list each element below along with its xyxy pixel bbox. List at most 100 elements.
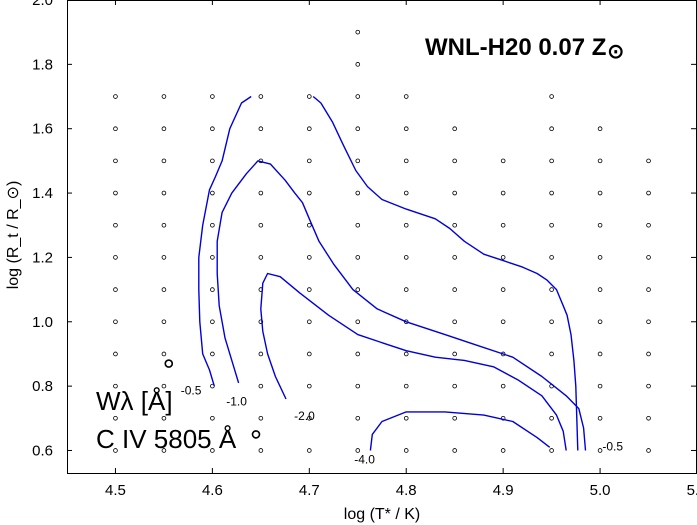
model-grid-point xyxy=(210,94,215,99)
marker-point xyxy=(251,430,261,439)
x-tick-label: 4.8 xyxy=(396,482,417,499)
contour-label: -0.5 xyxy=(602,440,623,454)
model-grid-point xyxy=(258,126,264,132)
model-grid-point xyxy=(355,255,361,260)
contour-line xyxy=(369,411,551,451)
contour-label: -4.0 xyxy=(354,453,375,467)
annotation-line-1: Wλ [Å] xyxy=(96,386,173,416)
model-grid-point xyxy=(113,94,118,99)
model-grid-point xyxy=(355,126,361,132)
model-grid-point xyxy=(355,319,361,325)
model-grid-point xyxy=(307,126,312,132)
model-grid-point xyxy=(355,383,361,389)
model-grid-point xyxy=(355,287,361,292)
contour-line xyxy=(260,272,567,451)
y-tick-label: 2.0 xyxy=(32,0,53,9)
model-grid-points xyxy=(113,29,651,453)
annotation-line-2: C IV 5805 Å xyxy=(96,424,237,454)
model-grid-point xyxy=(258,190,264,196)
model-grid-point xyxy=(452,222,457,228)
model-grid-point xyxy=(210,383,215,389)
model-grid-point xyxy=(549,126,554,132)
model-grid-point xyxy=(210,287,215,292)
contour-label: -2.0 xyxy=(294,409,315,423)
model-grid-point xyxy=(210,222,215,228)
x-axis-label: log (T* / K) xyxy=(344,506,420,523)
contour-line xyxy=(216,160,587,451)
model-grid-point xyxy=(549,415,554,421)
model-grid-point xyxy=(307,255,312,260)
contour-labels: -0.5 -1.0 -0.5 -2.0 -4.0 xyxy=(181,383,624,466)
model-grid-point xyxy=(403,94,409,99)
model-grid-point xyxy=(452,351,457,357)
y-tick-label: 1.2 xyxy=(32,249,53,266)
model-grid-point xyxy=(161,319,167,325)
model-grid-point xyxy=(452,415,457,421)
chart-title: WNL-H20 0.07 Z⊙ xyxy=(425,34,624,63)
model-grid-point xyxy=(597,351,603,357)
model-grid-point xyxy=(113,158,118,164)
model-grid-point xyxy=(161,190,167,196)
model-grid-point xyxy=(210,190,215,196)
model-grid-point xyxy=(452,448,457,453)
model-grid-point xyxy=(646,319,651,325)
model-grid-point xyxy=(113,383,118,389)
model-grid-point xyxy=(597,222,603,228)
model-grid-point xyxy=(403,255,409,260)
model-grid-point xyxy=(210,126,215,132)
model-grid-point xyxy=(355,448,361,453)
model-grid-point xyxy=(258,319,264,325)
model-grid-point xyxy=(355,190,361,196)
x-tick-label: 5.1 xyxy=(687,482,697,499)
model-grid-point xyxy=(113,255,118,260)
model-grid-point xyxy=(500,448,506,453)
model-grid-point xyxy=(646,448,651,453)
y-tick-label: 1.8 xyxy=(32,56,53,73)
contour-line xyxy=(198,95,252,387)
model-grid-point xyxy=(452,287,457,292)
model-grid-point xyxy=(597,158,603,164)
model-grid-point xyxy=(549,287,554,292)
model-grid-point xyxy=(161,222,167,228)
model-grid-point xyxy=(597,190,603,196)
model-grid-point xyxy=(549,448,554,453)
y-tick-label: 1.4 xyxy=(32,185,53,202)
model-grid-point xyxy=(549,255,554,260)
model-grid-point xyxy=(258,415,264,421)
model-grid-point xyxy=(113,351,118,357)
model-grid-point xyxy=(307,190,312,196)
model-grid-point xyxy=(403,222,409,228)
model-grid-point xyxy=(307,383,312,389)
model-grid-point xyxy=(597,319,603,325)
model-grid-point xyxy=(549,94,554,99)
model-grid-point xyxy=(307,222,312,228)
model-grid-point xyxy=(403,287,409,292)
model-grid-point xyxy=(355,94,361,99)
model-grid-point xyxy=(258,255,264,260)
model-grid-point xyxy=(307,287,312,292)
marker-point xyxy=(164,359,174,368)
y-tick-label: 0.8 xyxy=(32,378,53,395)
x-tick-label: 4.9 xyxy=(493,482,514,499)
axis-ticks: 4.5 4.6 4.7 4.8 4.9 5.0 5.1 0.6 0.8 1.0 1.2 1.4 1.6 1… xyxy=(32,0,697,499)
model-grid-point xyxy=(452,319,457,325)
model-grid-point xyxy=(307,448,312,453)
y-axis-label: log (R_t / R_⊙) xyxy=(5,181,22,290)
model-grid-point xyxy=(355,62,361,67)
model-grid-point xyxy=(500,319,506,325)
model-grid-point xyxy=(597,287,603,292)
model-grid-point xyxy=(210,255,215,260)
model-grid-point xyxy=(646,190,651,196)
model-grid-point xyxy=(403,351,409,357)
model-grid-point xyxy=(355,222,361,228)
model-grid-point xyxy=(549,158,554,164)
model-grid-point xyxy=(161,255,167,260)
model-grid-point xyxy=(403,158,409,164)
model-grid-point xyxy=(355,415,361,421)
model-grid-point xyxy=(161,415,167,421)
model-grid-point xyxy=(307,94,312,99)
model-grid-point xyxy=(597,448,603,453)
model-grid-point xyxy=(549,222,554,228)
model-grid-point xyxy=(597,415,603,421)
model-grid-point xyxy=(646,158,651,164)
